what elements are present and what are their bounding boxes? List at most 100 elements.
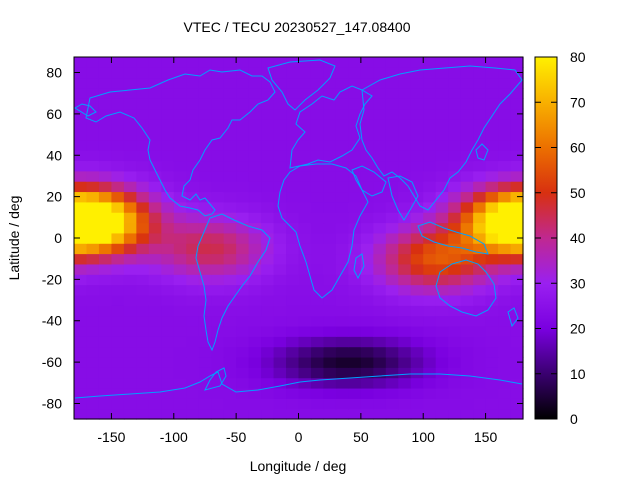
heatmap-cell — [123, 212, 137, 224]
heatmap-cell — [123, 160, 137, 172]
heatmap-cell — [236, 88, 250, 99]
heatmap-cell — [211, 191, 225, 203]
heatmap-cell — [173, 387, 187, 399]
heatmap-cell — [286, 387, 300, 399]
heatmap-cell — [448, 398, 462, 410]
heatmap-cell — [198, 294, 212, 306]
heatmap-cell — [273, 201, 287, 213]
heatmap-cell — [236, 181, 250, 193]
heatmap-cell — [98, 253, 113, 265]
heatmap-cell — [323, 232, 337, 244]
heatmap-cell — [448, 57, 462, 68]
heatmap-cell — [286, 284, 300, 296]
heatmap-cell — [261, 253, 275, 265]
heatmap-cell — [273, 108, 287, 120]
coastline-madagascar — [353, 253, 365, 280]
x-tick-label: 50 — [353, 429, 369, 445]
heatmap-cell — [398, 129, 412, 141]
heatmap-cell — [448, 77, 462, 89]
heatmap-cell — [498, 253, 512, 265]
heatmap-cell — [248, 201, 262, 213]
heatmap-cell — [223, 181, 237, 193]
heatmap-cell — [123, 356, 137, 368]
heatmap-cell — [273, 212, 287, 224]
heatmap-cell — [348, 160, 362, 172]
heatmap-cell — [148, 88, 162, 99]
heatmap-cell — [348, 57, 362, 68]
heatmap-cell — [248, 253, 262, 265]
heatmap-cell — [223, 139, 237, 151]
heatmap-cell — [186, 377, 200, 389]
heatmap-cell — [360, 57, 374, 68]
heatmap-cell — [86, 408, 100, 420]
heatmap-cell — [448, 243, 462, 255]
heatmap-cell — [86, 387, 100, 399]
heatmap-cell — [485, 305, 499, 317]
heatmap-cell — [74, 336, 88, 348]
heatmap-cell — [435, 367, 449, 379]
heatmap-cell — [261, 222, 275, 234]
heatmap-cell — [460, 387, 474, 399]
heatmap-cell — [385, 263, 399, 275]
heatmap-cell — [373, 150, 387, 162]
colorbar-tick-label: 50 — [570, 185, 586, 201]
heatmap-cell — [248, 77, 262, 89]
heatmap-cell — [323, 253, 337, 265]
heatmap-cell — [98, 222, 113, 234]
heatmap-cell — [248, 119, 262, 130]
heatmap-cell — [86, 398, 100, 410]
heatmap-cell — [385, 160, 399, 172]
heatmap-cell — [136, 108, 150, 120]
heatmap-cell — [198, 336, 212, 348]
heatmap-cell — [398, 181, 412, 193]
heatmap-cell — [273, 243, 287, 255]
heatmap-cell — [261, 367, 275, 379]
heatmap-cell — [123, 57, 137, 68]
heatmap-cell — [136, 284, 150, 296]
heatmap-cell — [211, 253, 225, 265]
heatmap-cell — [198, 191, 212, 203]
heatmap-cell — [86, 57, 100, 68]
heatmap-cell — [435, 98, 449, 110]
heatmap-cell — [423, 181, 437, 193]
heatmap-cell — [335, 305, 349, 317]
heatmap-cell — [161, 77, 175, 89]
heatmap-cell — [410, 67, 424, 79]
heatmap-cell — [186, 98, 200, 110]
heatmap-cell — [423, 129, 437, 141]
heatmap-cell — [360, 181, 374, 193]
heatmap-cell — [86, 191, 100, 203]
heatmap-cell — [198, 88, 212, 99]
heatmap-cell — [111, 263, 125, 275]
heatmap-cell — [148, 57, 162, 68]
heatmap-cell — [248, 108, 262, 120]
heatmap-cell — [310, 67, 325, 79]
heatmap-cell — [286, 201, 300, 213]
heatmap-cell — [473, 160, 487, 172]
heatmap-cell — [273, 232, 287, 244]
heatmap-cell — [360, 139, 374, 151]
heatmap-cell — [498, 57, 512, 68]
heatmap-cell — [510, 170, 524, 182]
heatmap-cell — [173, 98, 187, 110]
heatmap-cell — [186, 170, 200, 182]
heatmap-cell — [211, 232, 225, 244]
heatmap-cell — [123, 377, 137, 389]
heatmap-cell — [161, 263, 175, 275]
heatmap-cell — [123, 181, 137, 193]
heatmap-cell — [385, 356, 399, 368]
heatmap-cell — [148, 315, 162, 327]
heatmap-cell — [310, 108, 325, 120]
heatmap-cell — [123, 284, 137, 296]
heatmap-cell — [385, 325, 399, 337]
heatmap-cell — [136, 119, 150, 130]
heatmap-cell — [111, 356, 125, 368]
heatmap-cell — [86, 325, 100, 337]
heatmap-cell — [198, 367, 212, 379]
heatmap-cell — [223, 77, 237, 89]
heatmap-cell — [348, 263, 362, 275]
heatmap-cell — [410, 263, 424, 275]
heatmap-cell — [435, 336, 449, 348]
heatmap-cell — [74, 367, 88, 379]
heatmap-cell — [310, 77, 325, 89]
